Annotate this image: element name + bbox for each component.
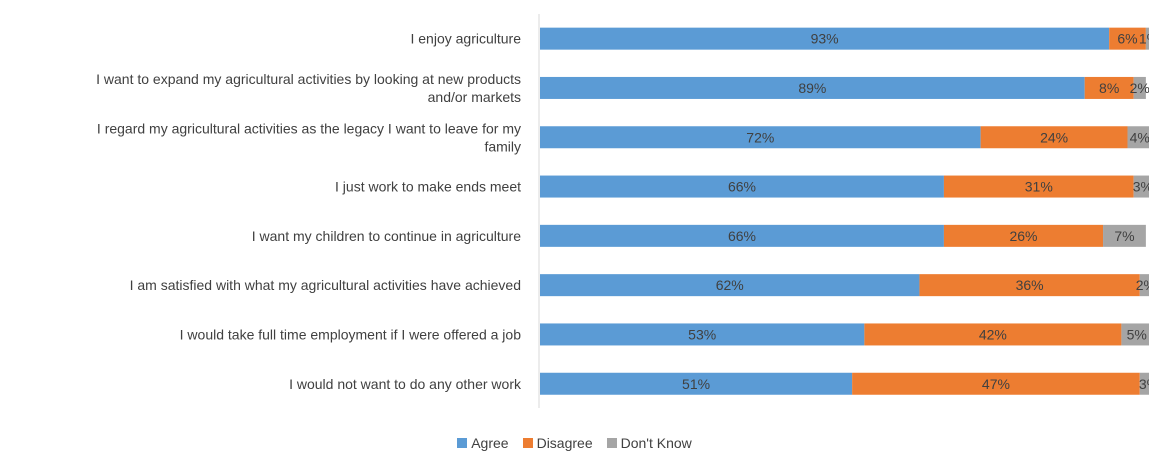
category-label-line: I would not want to do any other work: [289, 376, 522, 392]
category-label-line: family: [484, 138, 521, 154]
data-label: 2%: [1130, 80, 1149, 96]
legend: Agree Disagree Don't Know: [0, 434, 1149, 452]
bar-segment-don-t-know: [1133, 76, 1146, 99]
bar-segment-don-t-know: [1139, 372, 1149, 395]
data-label: 31%: [1025, 179, 1053, 195]
data-label: 7%: [1114, 228, 1134, 244]
category-label: I am satisfied with what my agricultural…: [130, 277, 521, 293]
bar-segment-disagree: [980, 126, 1128, 149]
data-label: 24%: [1040, 129, 1068, 145]
bar-segment-disagree: [864, 323, 1122, 346]
category-label-line: I am satisfied with what my agricultural…: [130, 277, 521, 293]
data-label: 42%: [979, 326, 1007, 342]
data-label: 3%: [1133, 179, 1149, 195]
bar-segment-disagree: [919, 274, 1140, 297]
category-label: I just work to make ends meet: [335, 179, 521, 195]
data-label: 2%: [1136, 277, 1149, 293]
legend-label: Agree: [471, 435, 509, 451]
category-label-line: I want my children to continue in agricu…: [252, 228, 521, 244]
category-label: I want to expand my agricultural activit…: [96, 71, 521, 105]
data-label: 51%: [682, 376, 710, 392]
legend-item: Agree: [457, 435, 509, 451]
category-label-line: and/or markets: [428, 89, 521, 105]
data-label: 8%: [1099, 80, 1119, 96]
legend-item: Disagree: [522, 435, 593, 451]
bar-segment-disagree: [1084, 76, 1134, 99]
legend-swatch: [522, 438, 533, 448]
legend-swatch: [606, 438, 617, 448]
bar-segment-agree: [540, 274, 920, 297]
bar-segment-disagree: [943, 224, 1104, 247]
category-label: I enjoy agriculture: [410, 31, 521, 47]
bar-segment-agree: [540, 224, 944, 247]
category-label: I regard my agricultural activities as t…: [97, 120, 521, 154]
bar-segment-disagree: [852, 372, 1140, 395]
data-label: 66%: [728, 228, 756, 244]
data-label: 72%: [746, 129, 774, 145]
data-label: 89%: [798, 80, 826, 96]
bar-segment-agree: [540, 76, 1085, 99]
bar-segment-disagree: [943, 175, 1134, 198]
category-label: I would take full time employment if I w…: [180, 326, 522, 342]
bar-segment-agree: [540, 126, 981, 149]
data-label: 93%: [811, 31, 839, 47]
data-label: 62%: [716, 277, 744, 293]
data-label: 26%: [1009, 228, 1037, 244]
data-label: 5%: [1127, 326, 1147, 342]
legend-label: Disagree: [536, 435, 593, 451]
category-label-line: I want to expand my agricultural activit…: [96, 71, 521, 87]
legend-item: Don't Know: [606, 435, 692, 451]
bar-segment-don-t-know: [1127, 126, 1149, 149]
bar-segment-agree: [540, 175, 944, 198]
category-labels: I enjoy agriculture I want to expand my a…: [96, 31, 522, 392]
category-label-line: I enjoy agriculture: [410, 31, 521, 47]
bar-segment-don-t-know: [1133, 175, 1149, 198]
legend-swatch: [457, 438, 468, 448]
category-label-line: I just work to make ends meet: [335, 179, 521, 195]
bar-segment-don-t-know: [1139, 274, 1149, 297]
category-label: I want my children to continue in agricu…: [252, 228, 521, 244]
category-label: I would not want to do any other work: [289, 376, 522, 392]
data-label: 47%: [982, 376, 1010, 392]
bar-segment-don-t-know: [1121, 323, 1149, 346]
bar-segment-agree: [540, 372, 853, 395]
bar-segment-agree: [540, 27, 1110, 50]
bar-segment-don-t-know: [1103, 224, 1146, 247]
data-label: 4%: [1130, 129, 1149, 145]
bar-segment-disagree: [1109, 27, 1146, 50]
category-label-line: I regard my agricultural activities as t…: [97, 120, 521, 136]
data-label: 53%: [688, 326, 716, 342]
data-label: 66%: [728, 179, 756, 195]
legend-label: Don't Know: [620, 435, 692, 451]
bars: 93% 6%1% 89% 8% 2% 72% 24% 4% 66% 31% 3% 66% 26% 7% 62…: [540, 27, 1149, 395]
data-label: 6%: [1117, 31, 1137, 47]
bar-segment-don-t-know: [1145, 27, 1149, 50]
data-label: 36%: [1016, 277, 1044, 293]
data-label: 3%: [1139, 376, 1149, 392]
data-label: 1%: [1139, 31, 1149, 47]
category-label-line: I would take full time employment if I w…: [180, 326, 522, 342]
bar-segment-agree: [540, 323, 865, 346]
